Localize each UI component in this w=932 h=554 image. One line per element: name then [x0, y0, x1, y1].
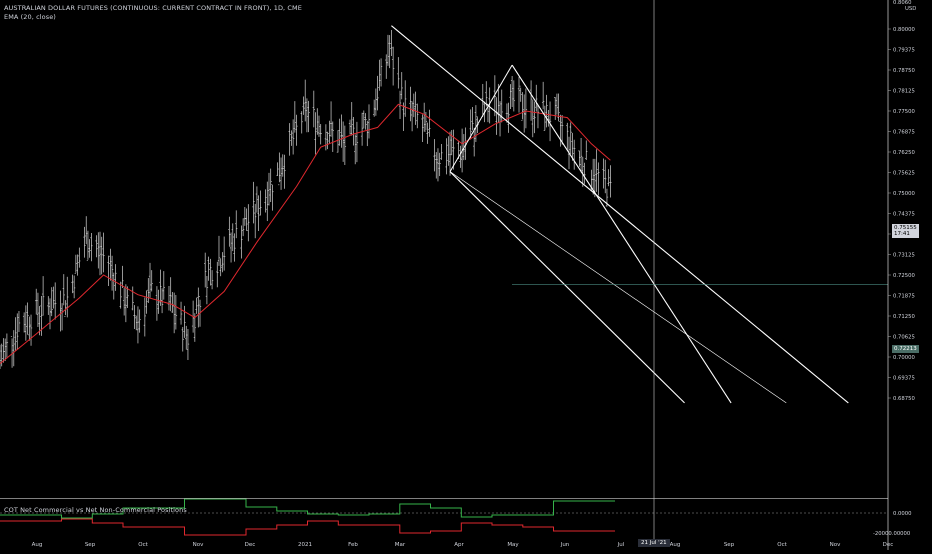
- last-price-value: 0.75155: [894, 225, 917, 231]
- price-tick-label: 0.70000: [893, 355, 916, 361]
- cot-tick-label: 0.0000: [893, 511, 912, 517]
- ema-legend: EMA (20, close): [4, 13, 56, 21]
- price-tick-label: 0.77500: [893, 109, 916, 115]
- price-tick-partial: 0.8060: [893, 0, 912, 6]
- time-axis-label: Sep: [85, 542, 96, 548]
- time-axis-label: 2021: [298, 542, 312, 548]
- time-axis-label: Dec: [245, 542, 256, 548]
- cot-net-commercial-series: [0, 498, 615, 519]
- cot-net-non-commercial-series: [0, 518, 615, 536]
- countdown-value: 17:41: [894, 231, 910, 237]
- time-axis-label: May: [507, 542, 519, 548]
- ema-series: [0, 103, 611, 364]
- time-axis-label: Jul: [617, 542, 625, 548]
- price-tick-label: 0.74375: [893, 212, 915, 218]
- time-axis-label: Oct: [138, 542, 148, 548]
- price-tick-label: 0.80000: [893, 27, 916, 33]
- cursor-date-tag: 21 Jul '21: [638, 539, 670, 547]
- pitchfork-channel[interactable]: [391, 25, 888, 404]
- cot-legend: COT Net Commercial vs Net Non-Commercial…: [4, 506, 187, 514]
- time-axis-label: Sep: [724, 542, 735, 548]
- channel-lower-start-line: [449, 171, 685, 404]
- ema-line: [0, 103, 611, 364]
- price-axis: 0.80000 0.79375 0.78750 0.78125 0.77500 0.768…: [0, 0, 916, 550]
- level-price-tag: 0.72213: [892, 345, 919, 353]
- price-tick-label: 0.71875: [893, 294, 915, 300]
- price-tick-label: 0.75625: [893, 171, 915, 177]
- price-tick-label: 0.76875: [893, 130, 915, 136]
- time-axis: Aug Sep Oct Nov Dec 2021 Feb Mar Apr May Jun Jul Aug…: [32, 0, 894, 548]
- channel-lower-line: [511, 64, 732, 404]
- time-axis-label: Aug: [670, 542, 681, 548]
- price-tick-label: 0.76250: [893, 150, 916, 156]
- price-tick-label: 0.72500: [893, 273, 916, 279]
- price-tick-label: 0.68750: [893, 396, 916, 402]
- cot-pane: [0, 498, 888, 536]
- time-axis-label: Aug: [32, 542, 43, 548]
- time-axis-label: Feb: [348, 542, 358, 548]
- price-tick-label: 0.73125: [893, 253, 915, 259]
- time-axis-label: Jun: [560, 542, 570, 548]
- time-axis-label: Nov: [830, 542, 841, 548]
- time-axis-label: Nov: [193, 542, 204, 548]
- symbol-title: AUSTRALIAN DOLLAR FUTURES (CONTINUOUS: C…: [4, 4, 302, 12]
- price-tick-label: 0.75000: [893, 191, 916, 197]
- price-tick-label: 0.69375: [893, 376, 915, 382]
- time-axis-label: Dec: [883, 542, 894, 548]
- time-axis-label: Mar: [395, 542, 406, 548]
- price-tick-label: 0.78750: [893, 68, 916, 74]
- ohlc-bars: [0, 29, 612, 369]
- price-tick-label: 0.78125: [893, 89, 915, 95]
- channel-upper-line: [391, 25, 849, 404]
- currency-label: USD: [905, 6, 916, 12]
- price-tick-label: 0.70625: [893, 335, 915, 341]
- channel-middle-line: [449, 171, 787, 404]
- time-axis-label: Apr: [454, 542, 464, 548]
- price-tick-label: 0.71250: [893, 314, 916, 320]
- last-price-tag: 0.75155 17:41: [892, 224, 919, 238]
- price-tick-label: 0.79375: [893, 48, 915, 54]
- time-axis-label: Oct: [777, 542, 787, 548]
- cot-tick-label: -20000.00000: [873, 531, 911, 537]
- channel-bound-line: [449, 64, 513, 172]
